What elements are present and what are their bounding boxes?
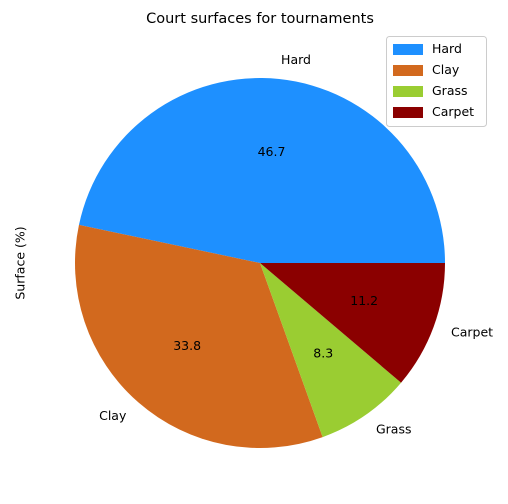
slice-percent-hard: 46.7 — [258, 144, 286, 159]
legend-frame — [386, 36, 487, 127]
pie-slice-clay — [75, 224, 323, 448]
slice-label-clay: Clay — [99, 408, 127, 423]
slice-percent-carpet: 11.2 — [350, 293, 378, 308]
legend-swatch-grass — [393, 86, 423, 97]
slice-percent-clay: 33.8 — [173, 338, 201, 353]
legend-label-grass: Grass — [432, 83, 468, 98]
legend-label-carpet: Carpet — [432, 104, 474, 119]
pie-percent-labels: 46.7 33.8 8.3 11.2 — [173, 144, 378, 361]
pie-slice-labels: Hard Clay Grass Carpet — [99, 52, 493, 437]
slice-label-hard: Hard — [281, 52, 311, 67]
pie-slice-grass — [260, 263, 402, 438]
slice-label-carpet: Carpet — [451, 325, 493, 340]
legend: Hard Clay Grass Carpet — [386, 36, 487, 127]
slice-percent-grass: 8.3 — [313, 346, 333, 361]
legend-swatch-hard — [393, 44, 423, 55]
legend-label-hard: Hard — [432, 41, 462, 56]
chart-title: Court surfaces for tournaments — [146, 11, 374, 27]
pie-slice-hard — [78, 78, 446, 263]
legend-swatch-carpet — [393, 107, 423, 118]
pie-slices — [75, 78, 446, 448]
y-axis-label: Surface (%) — [13, 226, 28, 299]
slice-label-grass: Grass — [376, 422, 412, 437]
legend-swatch-clay — [393, 65, 423, 76]
legend-label-clay: Clay — [432, 62, 460, 77]
pie-slice-carpet — [260, 263, 445, 383]
